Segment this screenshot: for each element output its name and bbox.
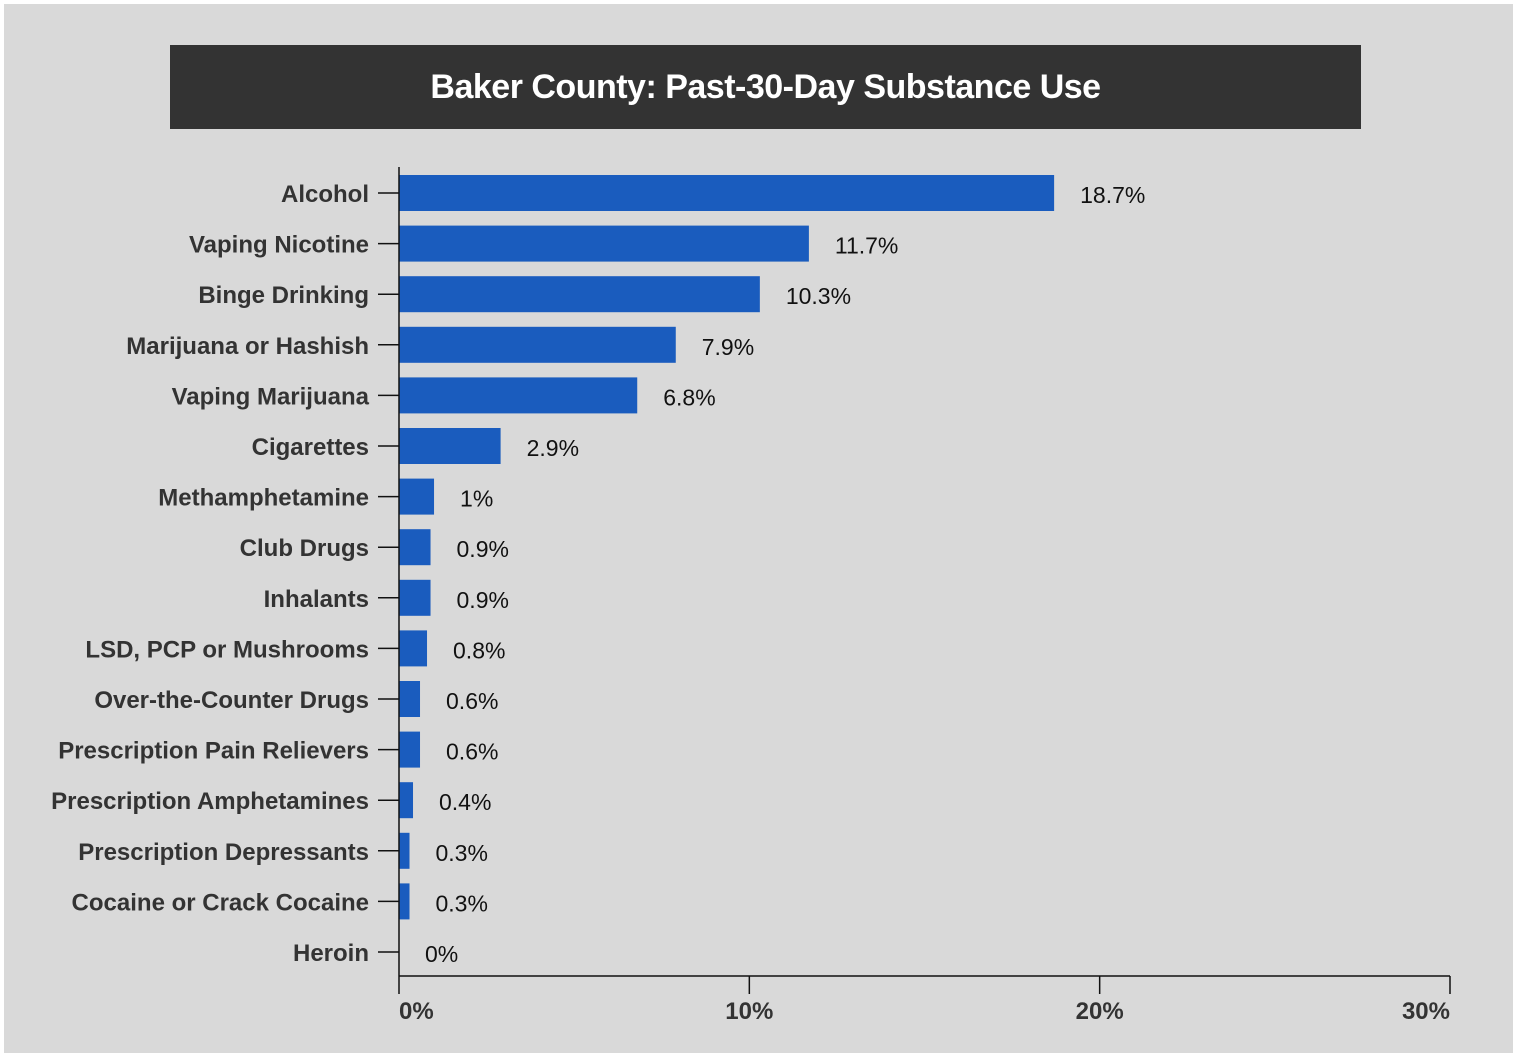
bar [399, 832, 410, 869]
category-label: Club Drugs [240, 535, 369, 562]
category-label: Cigarettes [252, 434, 369, 461]
bar [399, 175, 1055, 211]
bar [399, 579, 431, 616]
bar [399, 377, 638, 414]
bar [399, 782, 414, 819]
category-label: Inhalants [264, 586, 369, 613]
bar [399, 883, 410, 920]
x-tick-label: 0% [399, 998, 434, 1025]
value-label: 0.9% [457, 536, 509, 562]
category-label: LSD, PCP or Mushrooms [85, 636, 369, 663]
bar [399, 428, 501, 464]
value-label: 2.9% [527, 435, 579, 461]
value-label: 0% [425, 941, 458, 967]
chart-title-bar: Baker County: Past-30-Day Substance Use [170, 45, 1361, 129]
category-label: Vaping Nicotine [189, 232, 369, 259]
bar [399, 681, 421, 717]
x-tick-label: 20% [1076, 998, 1124, 1025]
category-label: Marijuana or Hashish [126, 333, 369, 360]
bar [399, 529, 431, 566]
category-label: Methamphetamine [158, 485, 369, 512]
value-label: 18.7% [1080, 182, 1145, 208]
value-label: 0.8% [453, 637, 505, 663]
value-label: 0.6% [446, 739, 498, 765]
value-label: 10.3% [786, 283, 851, 309]
value-label: 0.3% [436, 890, 488, 916]
value-label: 7.9% [702, 334, 754, 360]
category-label: Prescription Depressants [78, 839, 369, 866]
value-label: 0.3% [436, 840, 488, 866]
value-label: 0.4% [439, 789, 491, 815]
value-label: 0.9% [457, 587, 509, 613]
category-label: Cocaine or Crack Cocaine [72, 889, 369, 916]
value-label: 1% [460, 486, 493, 512]
category-label: Alcohol [281, 181, 369, 208]
value-label: 11.7% [835, 233, 899, 259]
category-label: Heroin [293, 940, 369, 967]
bar [399, 276, 760, 313]
value-label: 0.6% [446, 688, 498, 714]
x-tick-label: 30% [1402, 998, 1450, 1025]
bar [399, 225, 809, 262]
x-tick-label: 10% [725, 998, 773, 1025]
category-label: Binge Drinking [198, 282, 369, 309]
bar [399, 478, 435, 515]
bar [399, 630, 428, 667]
value-label: 6.8% [663, 384, 715, 410]
bar [399, 731, 421, 768]
category-label: Prescription Pain Relievers [58, 738, 369, 765]
chart-title: Baker County: Past-30-Day Substance Use [430, 67, 1101, 106]
category-label: Prescription Amphetamines [51, 788, 369, 815]
category-label: Vaping Marijuana [172, 383, 370, 410]
category-label: Over-the-Counter Drugs [94, 687, 369, 714]
bar [399, 326, 676, 363]
